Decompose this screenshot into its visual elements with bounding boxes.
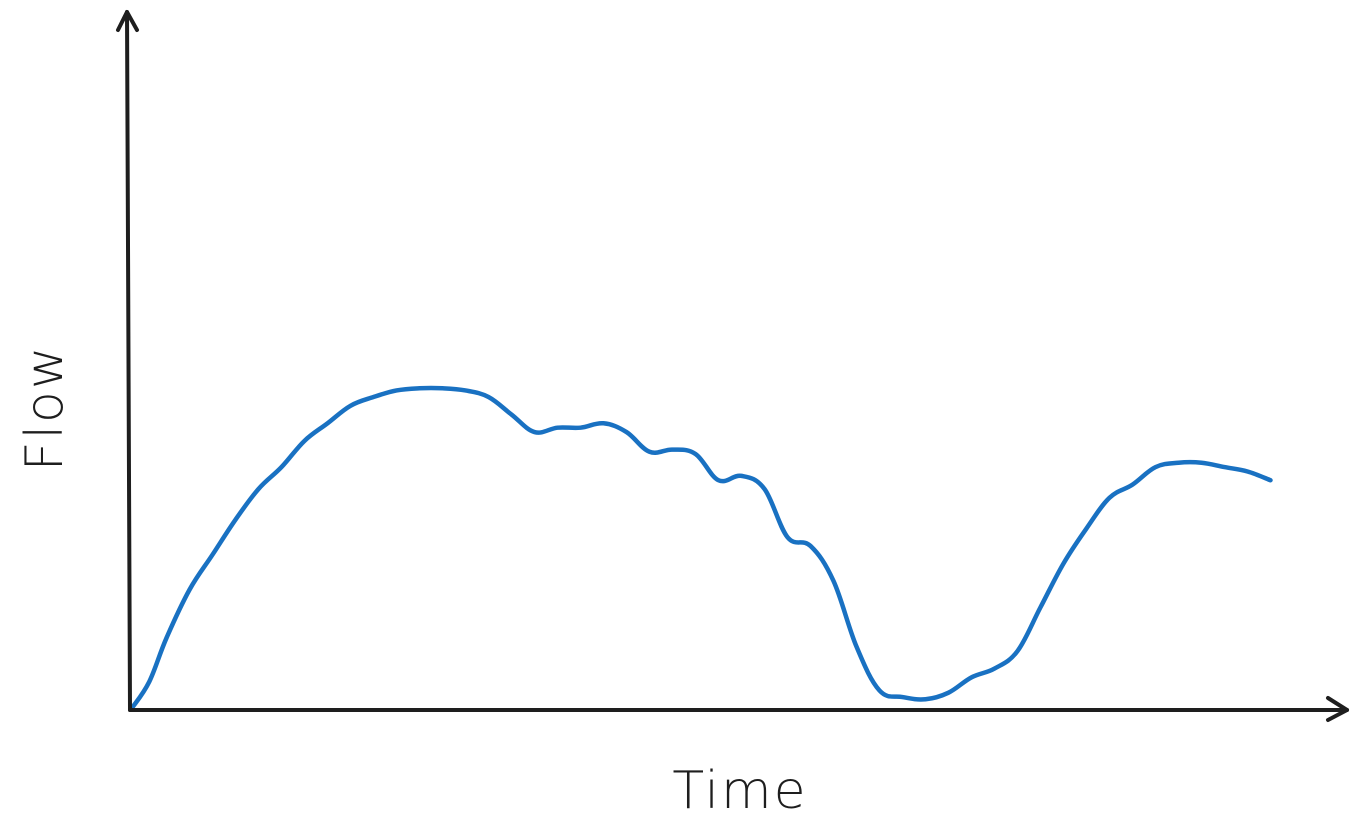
y-axis <box>125 10 132 712</box>
x-axis-title: Time <box>672 761 807 821</box>
y-axis-title: Flow <box>15 345 75 472</box>
series-line-0 <box>129 385 1273 711</box>
x-axis-arrowhead <box>1326 696 1349 722</box>
plot-area <box>129 385 1273 711</box>
y-axis-arrowhead <box>116 10 139 32</box>
